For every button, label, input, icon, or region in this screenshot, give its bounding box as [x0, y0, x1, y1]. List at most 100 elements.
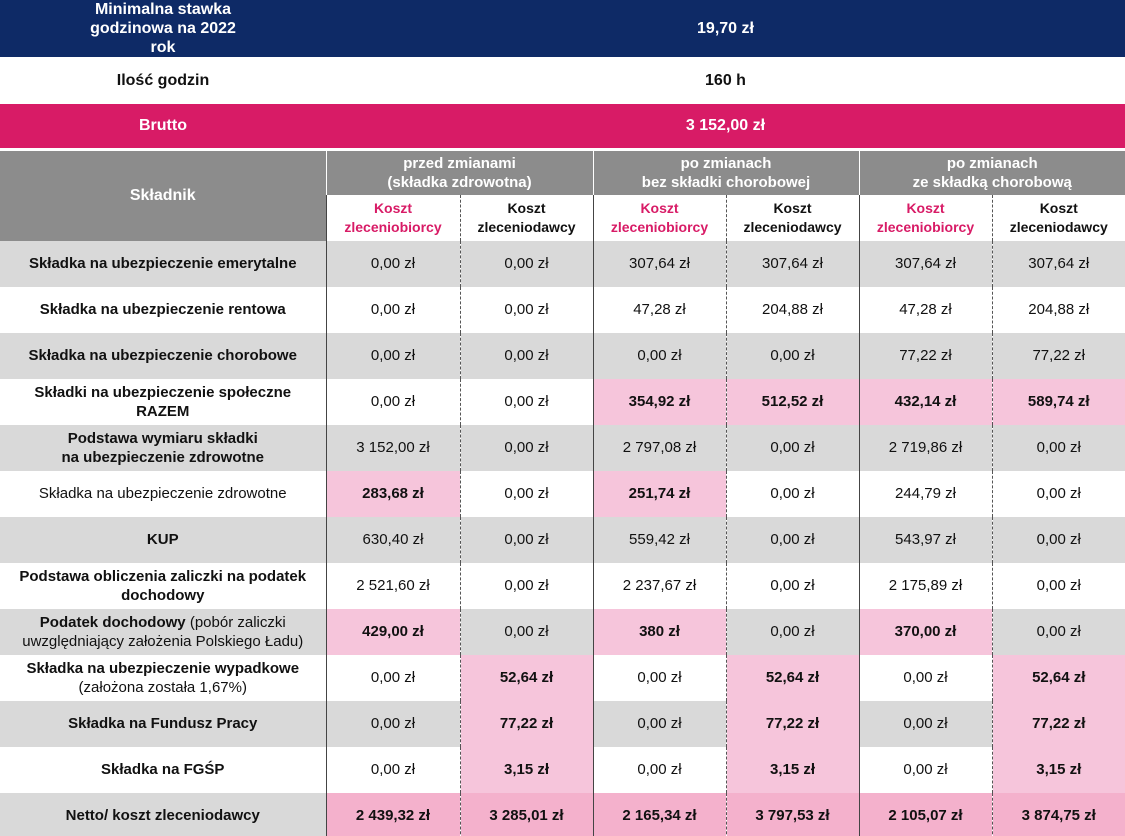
- cell-value: 0,00 zł: [459, 240, 593, 287]
- cell-value: 0,00 zł: [858, 654, 992, 701]
- cell-value: 0,00 zł: [459, 332, 593, 379]
- cell-value: 0,00 zł: [325, 654, 460, 701]
- cell-value: 2 237,67 zł: [592, 562, 726, 609]
- sub-header-contractor: Koszt zleceniobiorcy: [858, 194, 992, 241]
- row-label: Podatek dochodowy (pobór zaliczki uwzględ…: [0, 608, 326, 655]
- header-row-sub: Koszt zleceniobiorcy Koszt zleceniodawcy K…: [0, 194, 1125, 241]
- cell-value: 630,40 zł: [325, 516, 460, 563]
- row-label: Składka na ubezpieczenie emerytalne: [0, 240, 326, 287]
- hours-label: Ilość godzin: [0, 57, 326, 104]
- cell-value: 0,00 zł: [325, 240, 460, 287]
- group-header-after-with-sickness: po zmianach ze składką chorobową: [858, 148, 1125, 195]
- cell-value: 0,00 zł: [858, 746, 992, 793]
- cell-value: 0,00 zł: [459, 562, 593, 609]
- cell-value: 244,79 zł: [858, 470, 992, 517]
- cell-value: 0,00 zł: [725, 424, 859, 471]
- cell-value: 0,00 zł: [325, 746, 460, 793]
- table-row: Składka na ubezpieczenie wypadkowe (założ…: [0, 654, 1125, 701]
- cell-value: 3,15 zł: [991, 746, 1125, 793]
- group-header-line2: ze składką chorobową: [912, 173, 1072, 191]
- cell-value: 0,00 zł: [725, 332, 859, 379]
- cell-value: 0,00 zł: [325, 286, 460, 333]
- cell-value: 0,00 zł: [459, 286, 593, 333]
- cell-value: 0,00 zł: [592, 700, 726, 747]
- cell-value: 52,64 zł: [459, 654, 593, 701]
- cell-value: 0,00 zł: [725, 608, 859, 655]
- table-row: Składki na ubezpieczenie społeczne RAZEM …: [0, 378, 1125, 425]
- cell-value: 283,68 zł: [325, 470, 460, 517]
- cell-value: 52,64 zł: [991, 654, 1125, 701]
- row-label: Składka na Fundusz Pracy: [0, 700, 326, 747]
- cell-value: 204,88 zł: [725, 286, 859, 333]
- cell-value: 2 175,89 zł: [858, 562, 992, 609]
- group-header-line1: po zmianach: [680, 154, 772, 172]
- cell-value: 0,00 zł: [459, 378, 593, 425]
- row-label: Składka na ubezpieczenie chorobowe: [0, 332, 326, 379]
- cell-value: 3,15 zł: [725, 746, 859, 793]
- cell-value: 2 719,86 zł: [858, 424, 992, 471]
- cell-value: 307,64 zł: [725, 240, 859, 287]
- table-row: Składka na Fundusz Pracy 0,00 zł 77,22 z…: [0, 700, 1125, 747]
- cell-value: 0,00 zł: [459, 470, 593, 517]
- cell-value: 77,22 zł: [725, 700, 859, 747]
- cell-value: 0,00 zł: [858, 700, 992, 747]
- sub-header-client: Koszt zleceniodawcy: [991, 194, 1125, 241]
- cell-value: 0,00 zł: [991, 562, 1125, 609]
- cell-value: 307,64 zł: [592, 240, 726, 287]
- table-row-total: Netto/ koszt zleceniodawcy 2 439,32 zł 3…: [0, 792, 1125, 836]
- cell-value: 307,64 zł: [991, 240, 1125, 287]
- cell-value: 0,00 zł: [725, 516, 859, 563]
- row-label: Składka na ubezpieczenie rentowa: [0, 286, 326, 333]
- cell-value: 3 285,01 zł: [459, 792, 593, 836]
- table-row: KUP 630,40 zł 0,00 zł 559,42 zł 0,00 zł …: [0, 516, 1125, 563]
- cell-value: 370,00 zł: [858, 608, 992, 655]
- cell-value: 77,22 zł: [858, 332, 992, 379]
- group-header-line1: przed zmianami: [403, 154, 516, 172]
- cell-value: 0,00 zł: [592, 332, 726, 379]
- rate-label: Minimalna stawka godzinowa na 2022 rok: [0, 0, 326, 58]
- sub-header-client: Koszt zleceniodawcy: [725, 194, 859, 241]
- hours-value: 160 h: [326, 57, 1125, 104]
- cell-value: 52,64 zł: [725, 654, 859, 701]
- cell-value: 354,92 zł: [592, 378, 726, 425]
- cell-value: 0,00 zł: [592, 654, 726, 701]
- gross-value: 3 152,00 zł: [326, 103, 1125, 150]
- cell-value: 3,15 zł: [459, 746, 593, 793]
- row-label: Składka na ubezpieczenie wypadkowe (założ…: [0, 654, 326, 701]
- table-row: Podatek dochodowy (pobór zaliczki uwzględ…: [0, 608, 1125, 655]
- cell-value: 0,00 zł: [459, 608, 593, 655]
- cell-value: 47,28 zł: [858, 286, 992, 333]
- cell-value: 3 797,53 zł: [725, 792, 859, 836]
- gross-label: Brutto: [0, 103, 326, 150]
- row-label: Podstawa obliczenia zaliczki na podatek d…: [0, 562, 326, 609]
- cell-value: 77,22 zł: [459, 700, 593, 747]
- cell-value: 2 521,60 zł: [325, 562, 460, 609]
- component-header: Składnik: [0, 148, 326, 241]
- cell-value: 77,22 zł: [991, 700, 1125, 747]
- cell-value: 0,00 zł: [592, 746, 726, 793]
- rate-row: Minimalna stawka godzinowa na 2022 rok 1…: [0, 0, 1125, 58]
- cell-value: 543,97 zł: [858, 516, 992, 563]
- group-header-after-no-sickness: po zmianach bez składki chorobowej: [592, 148, 859, 195]
- cell-value: 0,00 zł: [991, 608, 1125, 655]
- cell-value: 0,00 zł: [325, 332, 460, 379]
- cell-value: 0,00 zł: [991, 424, 1125, 471]
- cell-value: 559,42 zł: [592, 516, 726, 563]
- row-label: Składka na ubezpieczenie zdrowotne: [0, 470, 326, 517]
- cell-value: 307,64 zł: [858, 240, 992, 287]
- table-row: Podstawa obliczenia zaliczki na podatek d…: [0, 562, 1125, 609]
- table-row: Składka na ubezpieczenie rentowa 0,00 zł…: [0, 286, 1125, 333]
- sub-header-client: Koszt zleceniodawcy: [459, 194, 593, 241]
- row-label: Składka na FGŚP: [0, 746, 326, 793]
- row-label: KUP: [0, 516, 326, 563]
- cell-value: 3 152,00 zł: [325, 424, 460, 471]
- group-header-before: przed zmianami (składka zdrowotna): [325, 148, 593, 195]
- cell-value: 47,28 zł: [592, 286, 726, 333]
- cell-value: 512,52 zł: [725, 378, 859, 425]
- cell-value: 2 797,08 zł: [592, 424, 726, 471]
- group-header-line2: (składka zdrowotna): [387, 173, 532, 191]
- row-label: Składki na ubezpieczenie społeczne RAZEM: [0, 378, 326, 425]
- gross-row: Brutto 3 152,00 zł: [0, 103, 1125, 150]
- header-row-groups: Składnik przed zmianami (składka zdrowot…: [0, 148, 1125, 241]
